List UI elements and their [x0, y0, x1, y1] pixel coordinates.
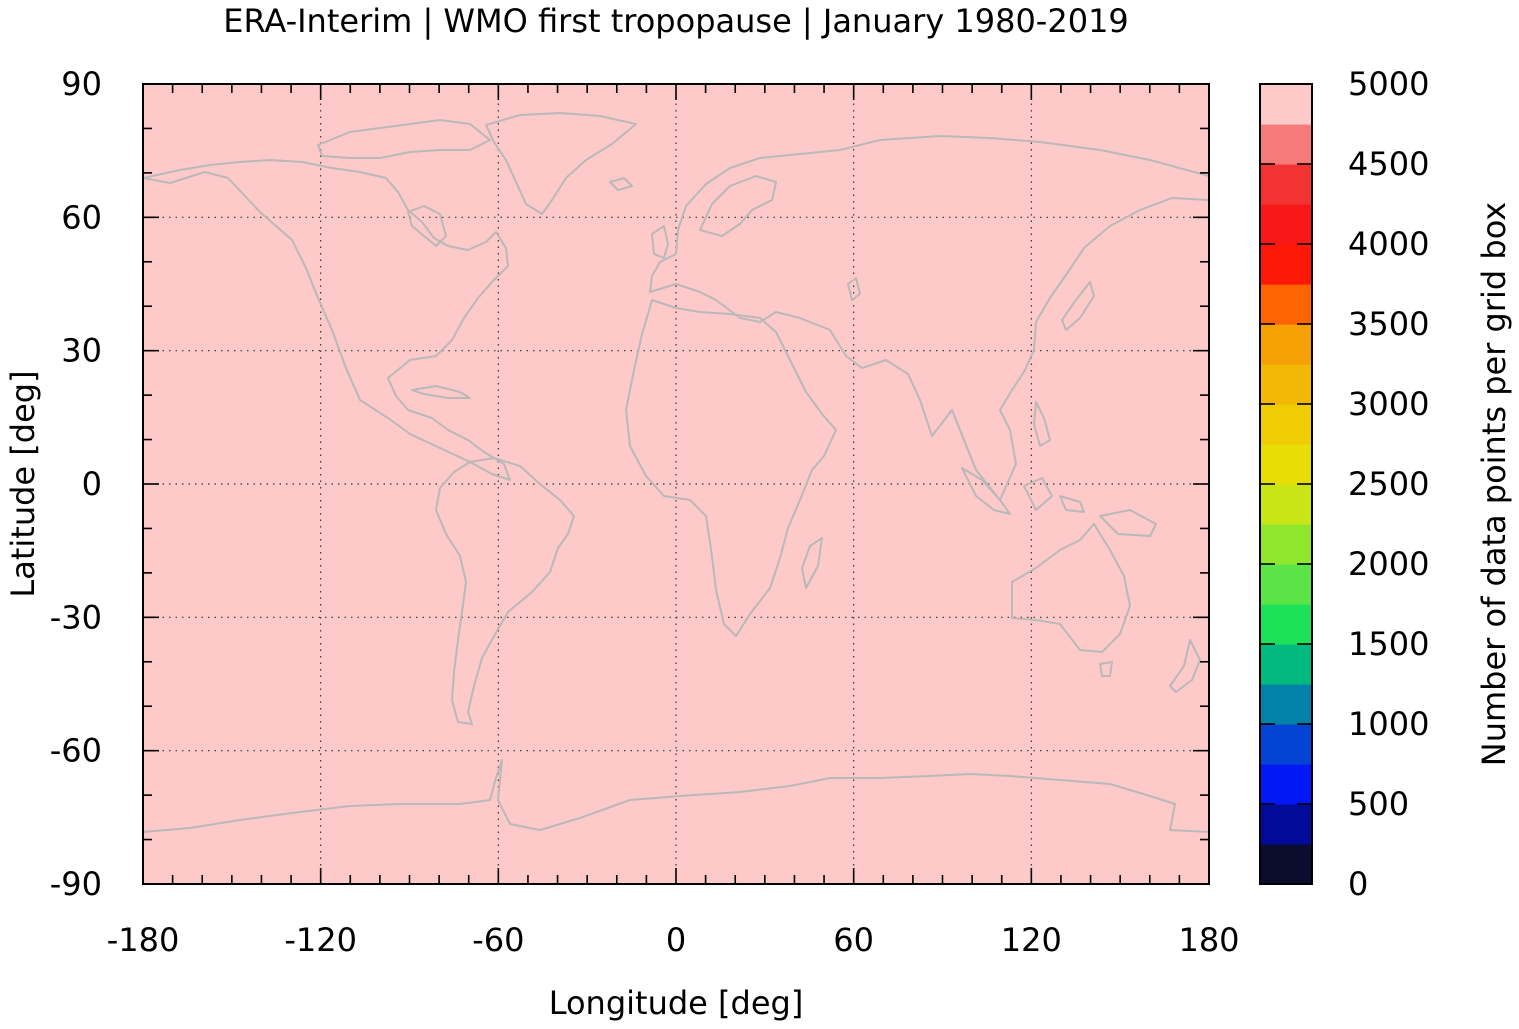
coastline-caspian — [847, 277, 861, 301]
colorbar-segment — [1260, 404, 1312, 445]
colorbar-tick-label: 3500 — [1348, 305, 1429, 343]
coastline-tasmania — [1099, 661, 1113, 677]
plot-frame — [142, 83, 1210, 885]
x-tick-label: -60 — [472, 921, 524, 959]
y-tick-label: -30 — [50, 598, 102, 636]
y-tick-labels: -90 -60 -30 0 30 60 90 — [50, 65, 102, 903]
y-tick-label: 60 — [61, 198, 102, 236]
colorbar-tick-label: 2000 — [1348, 545, 1429, 583]
colorbar-segment — [1260, 524, 1312, 565]
y-axis-ticks — [143, 83, 1209, 885]
coastline-eurasia — [649, 135, 1209, 501]
colorbar-tick-label: 3000 — [1348, 385, 1429, 423]
colorbar-tick-label: 2500 — [1348, 465, 1429, 503]
coastline-hudson-bay — [407, 205, 447, 247]
coastline-british-isles — [651, 225, 669, 259]
grid-lines — [143, 84, 1209, 884]
colorbar-segment — [1260, 324, 1312, 365]
colorbar-segment — [1260, 724, 1312, 765]
coastline-greenland — [485, 112, 637, 215]
coastline-south-america — [435, 457, 575, 725]
x-tick-label: -180 — [107, 921, 180, 959]
colorbar-segment — [1260, 124, 1312, 165]
coastline-cuba — [411, 385, 471, 399]
colorbar-segment — [1260, 844, 1312, 885]
colorbar-tick-label: 1500 — [1348, 625, 1429, 663]
x-tick-label: 180 — [1178, 921, 1239, 959]
x-axis-ticks — [142, 84, 1210, 884]
colorbar-tick-label: 0 — [1348, 865, 1368, 903]
coastline-north-america — [143, 159, 511, 481]
map-title: ERA-Interim | WMO first tropopause | Jan… — [223, 2, 1129, 40]
y-tick-label: -60 — [50, 732, 102, 770]
coastline-philippines — [1033, 401, 1051, 447]
x-tick-label: 0 — [666, 921, 686, 959]
y-tick-label: 90 — [61, 65, 102, 103]
colorbar-frame — [1259, 83, 1313, 885]
colorbar-tick-label: 5000 — [1348, 65, 1429, 103]
colorbar — [1260, 84, 1312, 885]
colorbar-segment — [1260, 444, 1312, 485]
colorbar-segment — [1260, 804, 1312, 845]
x-tick-label: 120 — [1001, 921, 1062, 959]
coastline-indonesia — [961, 467, 1157, 537]
colorbar-segment — [1260, 564, 1312, 605]
coastline-iceland — [609, 177, 633, 191]
colorbar-segment — [1260, 604, 1312, 645]
colorbar-tick-label: 4500 — [1348, 145, 1429, 183]
colorbar-segment — [1260, 644, 1312, 685]
colorbar-tick-label: 1000 — [1348, 705, 1429, 743]
colorbar-segment — [1260, 204, 1312, 245]
coastline-madagascar — [801, 537, 823, 589]
coastline-australia — [1011, 523, 1131, 653]
coastline-new-zealand — [1169, 639, 1201, 693]
coastline-antarctica — [143, 759, 1209, 833]
coastline-scandinavia — [699, 175, 777, 237]
colorbar-label: Number of data points per grid box — [1475, 202, 1513, 766]
coastlines — [143, 112, 1209, 833]
x-tick-label: 60 — [833, 921, 874, 959]
coastline-japan — [1061, 281, 1095, 331]
colorbar-segment — [1260, 364, 1312, 405]
colorbar-segment — [1260, 684, 1312, 725]
colorbar-segment — [1260, 244, 1312, 285]
colorbar-segment — [1260, 284, 1312, 325]
colorbar-segment — [1260, 164, 1312, 205]
colorbar-tick-label: 500 — [1348, 785, 1409, 823]
x-tick-labels: -180 -120 -60 0 60 120 180 — [107, 921, 1240, 959]
y-tick-label: 30 — [61, 332, 102, 370]
x-axis-label: Longitude [deg] — [549, 984, 804, 1022]
colorbar-tick-label: 4000 — [1348, 225, 1429, 263]
y-axis-label: Latitude [deg] — [4, 370, 42, 597]
coastline-arctic-archipelago — [317, 119, 491, 159]
colorbar-segment — [1260, 84, 1312, 125]
colorbar-tick-labels: 0 500 1000 1500 2000 2500 3000 3500 4000 4500 5000 — [1348, 65, 1429, 903]
x-tick-label: -120 — [284, 921, 357, 959]
y-tick-label: -90 — [50, 865, 102, 903]
colorbar-segment — [1260, 484, 1312, 525]
coastline-africa — [625, 299, 837, 637]
colorbar-segment — [1260, 764, 1312, 805]
y-tick-label: 0 — [82, 465, 102, 503]
